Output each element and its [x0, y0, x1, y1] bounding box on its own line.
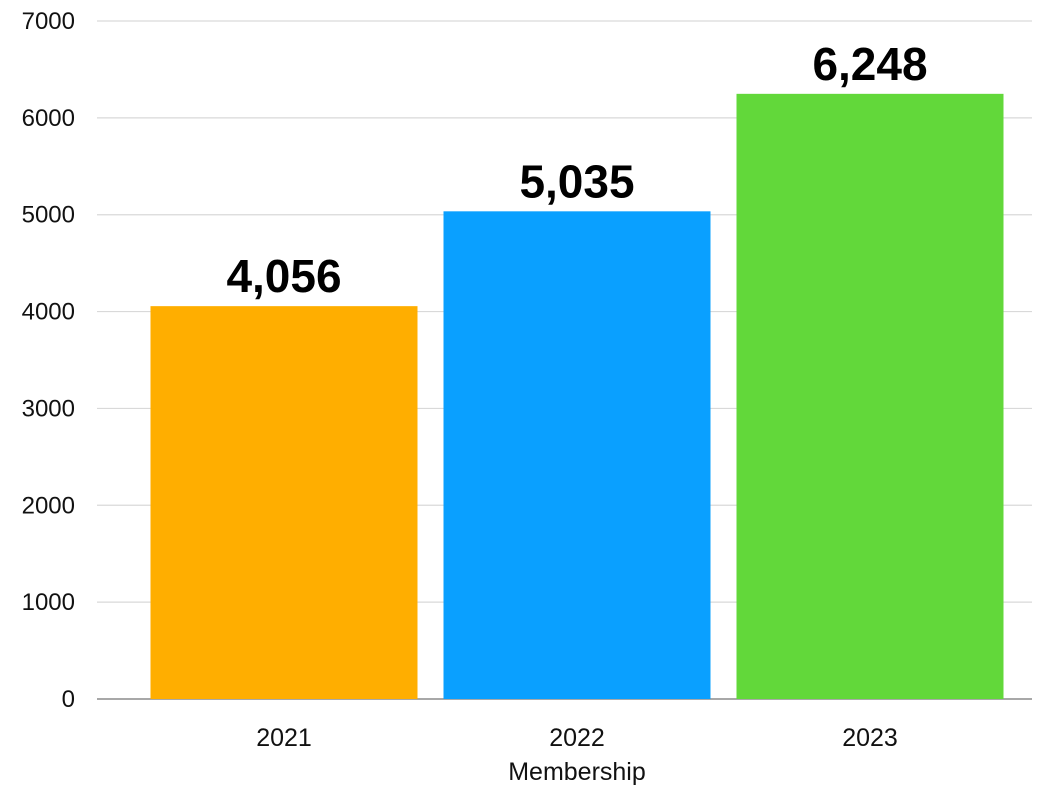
- y-tick-label-1000: 1000: [22, 589, 75, 616]
- value-label-2021: 4,056: [226, 250, 341, 302]
- value-label-2023: 6,248: [812, 38, 927, 90]
- y-tick-label-7000: 7000: [22, 8, 75, 35]
- y-tick-label-4000: 4000: [22, 299, 75, 326]
- y-tick-label-0: 0: [62, 686, 75, 713]
- y-tick-label-2000: 2000: [22, 492, 75, 519]
- y-axis-tick-labels: 0 1000 2000 3000 4000 5000 6000 7000: [22, 8, 75, 713]
- category-label-2021: 2021: [256, 724, 312, 752]
- bar-2021: [150, 306, 418, 699]
- x-axis-category-labels: 2021 2022 2023: [256, 724, 898, 752]
- category-label-2023: 2023: [842, 724, 898, 752]
- y-tick-label-3000: 3000: [22, 395, 75, 422]
- category-label-2022: 2022: [549, 724, 605, 752]
- x-axis-title: Membership: [508, 758, 646, 786]
- value-label-2022: 5,035: [519, 155, 634, 207]
- bar-value-labels: 4,056 5,035 6,248: [226, 38, 927, 302]
- y-tick-label-6000: 6000: [22, 105, 75, 132]
- y-tick-label-5000: 5000: [22, 202, 75, 229]
- bar-2022: [443, 211, 711, 699]
- bar-2023: [736, 93, 1004, 700]
- bars: [150, 93, 1004, 700]
